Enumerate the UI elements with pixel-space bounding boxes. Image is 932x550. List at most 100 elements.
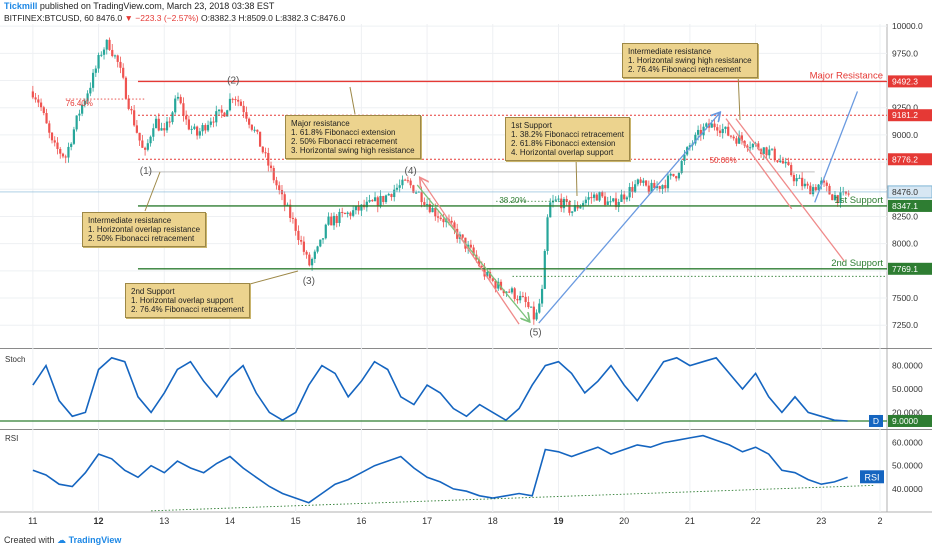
candle-down <box>382 195 385 202</box>
candle-up <box>535 312 538 320</box>
candle-up <box>215 111 218 123</box>
candle-down <box>653 182 656 188</box>
candle-down <box>836 195 839 203</box>
candle-down <box>349 212 352 216</box>
candle-down <box>513 288 516 299</box>
candle-up <box>72 129 76 144</box>
candle-up <box>620 194 623 202</box>
candle-up <box>75 115 78 130</box>
note-pointer <box>144 171 161 212</box>
rsi-tick-label: 40.0000 <box>892 484 923 494</box>
candle-up <box>97 54 100 69</box>
candle-up <box>803 183 806 187</box>
candle-down <box>122 67 125 78</box>
x-tick-label: 23 <box>816 516 826 526</box>
candle-down <box>790 165 793 176</box>
candle-down <box>179 96 182 104</box>
candle-up <box>360 204 363 211</box>
candle-down <box>420 191 423 203</box>
wave-label: (4) <box>405 166 417 177</box>
note-intermediate-resistance-left[interactable]: Intermediate resistance 1. Horizontal ov… <box>82 212 207 247</box>
candle-up <box>160 128 163 131</box>
candle-down <box>732 136 735 139</box>
candle-down <box>264 152 267 154</box>
candle-up <box>592 194 596 198</box>
candle-down <box>532 306 535 320</box>
candle-down <box>442 219 445 223</box>
candle-up <box>67 146 70 158</box>
candle-up <box>379 195 382 207</box>
candle-down <box>56 142 59 149</box>
low-value: L:8382.3 <box>275 13 309 23</box>
candle-down <box>31 91 34 98</box>
candle-up <box>688 145 691 148</box>
candle-down <box>847 193 850 195</box>
candle-down <box>436 216 440 218</box>
candle-down <box>787 161 790 166</box>
candle-up <box>395 187 399 190</box>
candle-down <box>601 192 604 197</box>
candle-down <box>59 148 62 154</box>
candle-up <box>587 197 590 200</box>
candle-down <box>220 109 223 113</box>
wave-arrow-up <box>421 178 520 325</box>
candle-up <box>557 198 560 200</box>
y-tick-label: 7250.0 <box>892 320 918 330</box>
candle-up <box>226 110 229 117</box>
candle-down <box>376 197 379 207</box>
y-tick-label: 8250.0 <box>892 211 918 221</box>
open-value: O:8382.3 <box>200 13 236 23</box>
candle-up <box>584 199 587 204</box>
note-pointer <box>349 86 356 115</box>
candle-down <box>595 194 598 201</box>
candle-down <box>278 185 281 191</box>
candle-down <box>423 202 426 205</box>
close-value: C:8476.0 <box>310 13 346 23</box>
ohlc-readout: BITFINEX:BTCUSD, 60 8476.0 ▼ −223.3 (−2.… <box>4 13 345 23</box>
candle-down <box>258 131 262 147</box>
candle-down <box>568 201 571 213</box>
candle-up <box>83 100 86 105</box>
candle-down <box>576 204 579 209</box>
note-first-support-mid[interactable]: 1st Support 1. 38.2% Fibonacci retraceme… <box>505 117 630 161</box>
candle-down <box>390 194 393 198</box>
y-tick-label: 7500.0 <box>892 293 918 303</box>
candle-up <box>721 128 724 134</box>
candle-up <box>661 185 664 189</box>
candle-up <box>100 54 103 56</box>
candle-up <box>102 49 106 55</box>
footer: Created with ☁ TradingView <box>4 535 121 546</box>
candle-down <box>212 121 215 123</box>
candle-up <box>174 98 177 113</box>
candle-down <box>42 107 45 114</box>
plot-background <box>0 24 932 512</box>
candle-up <box>217 109 221 112</box>
candle-up <box>820 180 823 185</box>
candle-up <box>625 197 629 200</box>
brand-name[interactable]: Tickmill <box>4 1 38 11</box>
price-label-box <box>888 75 932 88</box>
note-major-resistance-mid[interactable]: Major resistance 1. 61.8% Fibonacci exte… <box>285 115 421 159</box>
footer-brand[interactable]: TradingView <box>68 535 122 545</box>
candle-down <box>565 199 568 202</box>
candle-down <box>412 185 415 193</box>
candle-down <box>341 211 344 213</box>
candle-up <box>554 199 557 201</box>
candle-down <box>453 222 456 229</box>
candle-down <box>521 295 524 297</box>
fib-level-label: 76.40% <box>66 99 93 108</box>
candle-down <box>603 196 607 205</box>
candle-down <box>828 185 831 195</box>
candle-down <box>239 101 243 106</box>
candle-up <box>193 126 196 129</box>
note-intermediate-resistance-right[interactable]: Intermediate resistance 1. Horizontal sw… <box>622 43 758 78</box>
candle-down <box>560 198 563 209</box>
candle-up <box>171 112 174 123</box>
y-tick-label: 9250.0 <box>892 103 918 113</box>
candle-down <box>461 234 464 238</box>
candle-down <box>231 98 234 100</box>
candle-down <box>499 281 503 290</box>
candle-down <box>45 113 48 124</box>
note-second-support-left[interactable]: 2nd Support 1. Horizontal overlap suppor… <box>125 283 250 318</box>
